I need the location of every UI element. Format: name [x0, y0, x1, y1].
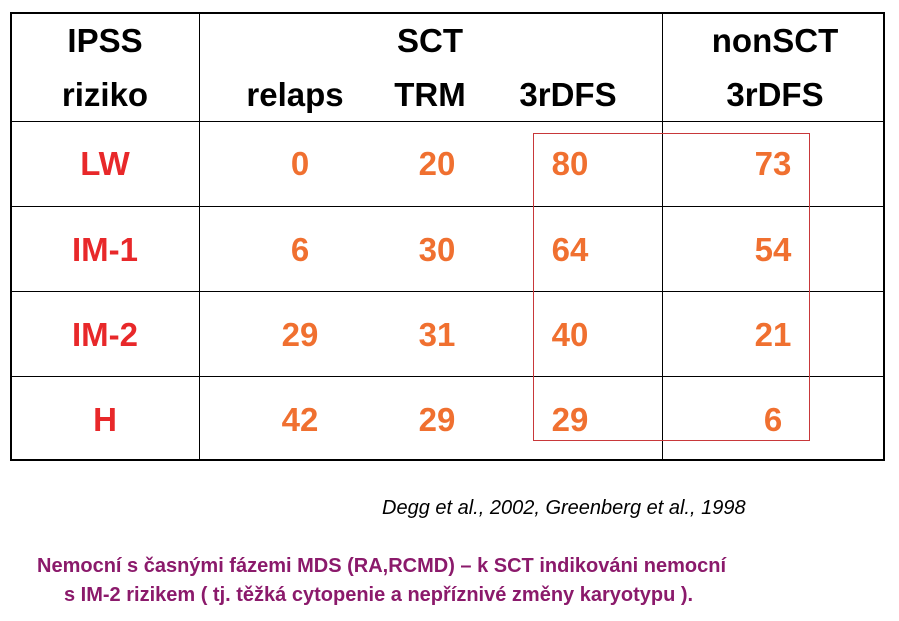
sct-3rdfs-value: 29 — [551, 401, 589, 438]
row-divider — [12, 206, 883, 207]
header-sct-3rdfs: 3rDFS — [519, 76, 617, 113]
header-nonsct-3rdfs: 3rDFS — [726, 76, 824, 113]
sct-3rdfs-value: 80 — [551, 145, 589, 182]
sct-3rdfs-value: 40 — [551, 316, 589, 353]
sct-3rdfs-value: 64 — [551, 231, 589, 268]
header-relaps: relaps — [246, 76, 344, 113]
row-divider — [12, 376, 883, 377]
nonsct-3rdfs-value: 6 — [763, 401, 783, 438]
note-line-2: s IM-2 rizikem ( tj. těžká cytopenie a n… — [64, 584, 694, 606]
note-line-1: Nemocní s časnými fázemi MDS (RA,RCMD) –… — [37, 555, 727, 577]
nonsct-3rdfs-value: 54 — [754, 231, 792, 268]
header-divider — [12, 121, 883, 122]
trm-value: 31 — [418, 316, 456, 353]
header-trm: TRM — [394, 76, 466, 113]
dfs-comparison-highlight — [533, 133, 810, 441]
header-sct: SCT — [397, 22, 463, 59]
nonsct-3rdfs-value: 21 — [754, 316, 792, 353]
relaps-value: 42 — [281, 401, 319, 438]
row-divider — [12, 291, 883, 292]
trm-value: 30 — [418, 231, 456, 268]
relaps-value: 29 — [281, 316, 319, 353]
header-nonsct: nonSCT — [711, 22, 839, 59]
relaps-value: 0 — [290, 145, 310, 182]
risk-label: H — [93, 401, 117, 438]
relaps-value: 6 — [290, 231, 310, 268]
header-ipss: IPSS — [67, 22, 143, 59]
column-divider — [199, 14, 200, 459]
trm-value: 29 — [418, 401, 456, 438]
nonsct-3rdfs-value: 73 — [754, 145, 792, 182]
header-riziko: riziko — [61, 76, 149, 113]
trm-value: 20 — [418, 145, 456, 182]
citation: Degg et al., 2002, Greenberg et al., 199… — [382, 497, 746, 519]
risk-label: IM-2 — [72, 316, 138, 353]
column-divider — [662, 14, 663, 459]
risk-label: LW — [80, 145, 130, 182]
risk-label: IM-1 — [72, 231, 138, 268]
ipss-results-table — [10, 12, 885, 461]
